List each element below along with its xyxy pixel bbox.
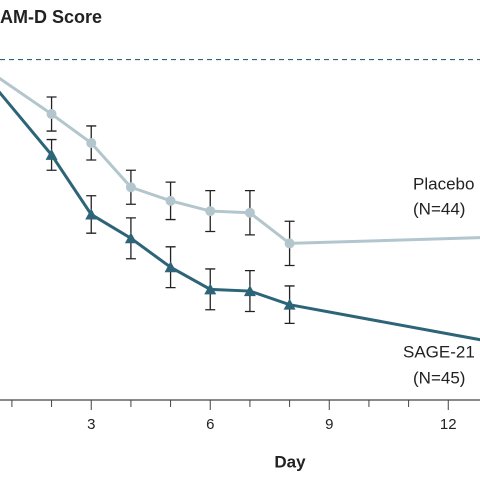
x-tick-label: 3 (87, 416, 95, 433)
series-line (0, 90, 480, 342)
series-line (0, 76, 480, 245)
series-label: Placebo (413, 174, 474, 193)
marker (85, 208, 98, 220)
marker (165, 195, 176, 206)
marker (284, 238, 295, 249)
marker (164, 261, 177, 273)
x-tick-label: 12 (440, 416, 457, 433)
series-n-label: (N=44) (413, 199, 465, 218)
marker (205, 206, 216, 217)
marker (86, 137, 97, 148)
x-axis-label: Day (274, 452, 306, 471)
x-tick-label: 6 (206, 416, 214, 433)
chart-title: AM-D Score (0, 7, 102, 27)
marker (124, 232, 137, 244)
x-tick-label: 9 (325, 416, 333, 433)
marker (244, 207, 255, 218)
marker (46, 109, 57, 120)
marker (204, 283, 217, 295)
series-label: SAGE-21 (403, 342, 475, 361)
marker (283, 298, 296, 310)
series-n-label: (N=45) (413, 368, 465, 387)
marker (243, 285, 256, 297)
marker (125, 182, 136, 193)
marker (45, 148, 58, 160)
